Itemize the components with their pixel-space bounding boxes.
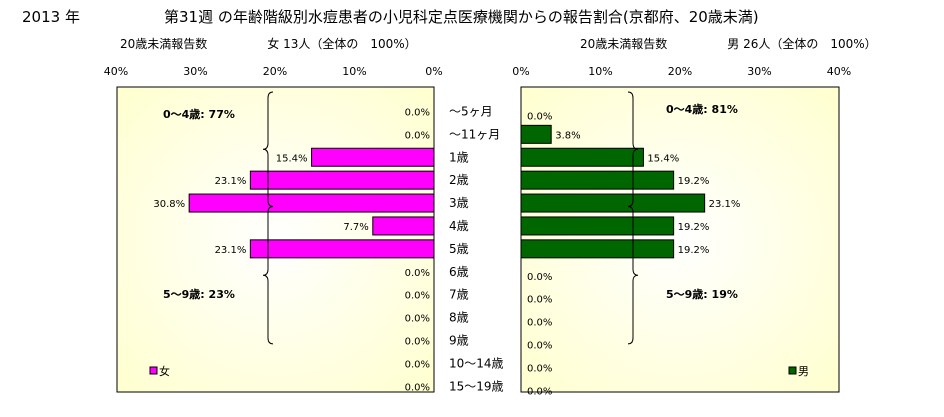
male-bar	[520, 147, 644, 167]
male-data-label: 19.2%	[678, 245, 710, 256]
female-bar	[372, 216, 435, 236]
category-label: 5歳	[449, 242, 469, 256]
male-data-label: 0.0%	[527, 295, 552, 306]
male-bar	[520, 239, 675, 259]
male-data-label: 15.4%	[647, 153, 679, 164]
female-tick-label: 20%	[263, 65, 287, 78]
category-label: 4歳	[449, 219, 469, 233]
male-data-label: 0.0%	[527, 340, 552, 351]
category-label: 3歳	[449, 196, 469, 210]
female-data-label: 30.8%	[153, 199, 185, 210]
female-data-label: 0.0%	[405, 107, 430, 118]
male-age-group-annotation: 5～9歳: 19%	[666, 287, 738, 301]
female-data-label: 23.1%	[215, 176, 247, 187]
female-bar	[188, 193, 435, 213]
category-label: 8歳	[449, 311, 469, 325]
female-tick-label: 0%	[425, 65, 442, 78]
male-tick-label: 30%	[747, 65, 771, 78]
male-legend-swatch	[788, 366, 797, 375]
male-tick-label: 10%	[588, 65, 612, 78]
male-data-label: 23.1%	[709, 199, 741, 210]
category-label: 15～19歳	[449, 379, 504, 393]
male-tick-label: 20%	[668, 65, 692, 78]
male-data-label: 0.0%	[527, 272, 552, 283]
female-data-label: 15.4%	[276, 153, 308, 164]
female-age-bracket	[262, 91, 274, 207]
male-age-bracket	[627, 91, 639, 207]
male-bar	[520, 124, 552, 144]
male-tick-label: 0%	[512, 65, 529, 78]
male-data-label: 3.8%	[555, 130, 580, 141]
category-label: ～11ヶ月	[449, 127, 500, 141]
male-age-bracket	[627, 206, 639, 345]
female-legend-swatch	[149, 366, 158, 375]
male-subtitle: 20歳未満報告数 男 26人（全体の 100%）	[580, 37, 877, 51]
male-age-group-annotation: 0～4歳: 81%	[666, 102, 738, 116]
female-tick-label: 30%	[183, 65, 207, 78]
female-bar	[249, 170, 435, 190]
female-bar	[311, 147, 435, 167]
female-bar	[249, 239, 435, 259]
female-data-label: 0.0%	[405, 268, 430, 279]
female-age-group-annotation: 5～9歳: 23%	[163, 287, 235, 301]
male-data-label: 0.0%	[527, 111, 552, 122]
female-data-label: 0.0%	[405, 359, 430, 370]
female-data-label: 0.0%	[405, 291, 430, 302]
chart-title: 第31週 の年齢階級別水痘患者の小児科定点医療機関からの報告割合(京都府、20歳…	[164, 8, 759, 26]
category-label: 7歳	[449, 288, 469, 302]
female-data-label: 0.0%	[405, 130, 430, 141]
category-label: 10～14歳	[449, 356, 504, 370]
category-label: 1歳	[449, 150, 469, 164]
female-subtitle: 20歳未満報告数 女 13人（全体の 100%）	[120, 37, 417, 51]
category-label: 6歳	[449, 265, 469, 279]
female-age-group-annotation: 0～4歳: 77%	[163, 107, 235, 121]
female-data-label: 23.1%	[215, 245, 247, 256]
male-bar	[520, 216, 675, 236]
male-data-label: 19.2%	[678, 222, 710, 233]
female-tick-label: 40%	[104, 65, 128, 78]
female-data-label: 0.0%	[405, 314, 430, 325]
female-tick-label: 10%	[342, 65, 366, 78]
female-age-bracket	[262, 206, 274, 345]
female-data-label: 0.0%	[405, 382, 430, 393]
male-bar	[520, 170, 675, 190]
male-legend-label: 男	[798, 365, 809, 378]
female-data-label: 0.0%	[405, 336, 430, 347]
male-bar	[520, 193, 706, 213]
male-data-label: 0.0%	[527, 318, 552, 329]
female-legend-label: 女	[159, 364, 170, 378]
female-data-label: 7.7%	[343, 222, 368, 233]
category-label: 2歳	[449, 173, 469, 187]
male-data-label: 19.2%	[678, 176, 710, 187]
category-label: 9歳	[449, 333, 469, 347]
category-label: ～5ヶ月	[449, 104, 493, 118]
male-data-label: 0.0%	[527, 386, 552, 397]
male-data-label: 0.0%	[527, 363, 552, 374]
male-tick-label: 40%	[827, 65, 851, 78]
chart-year: 2013 年	[22, 8, 80, 26]
